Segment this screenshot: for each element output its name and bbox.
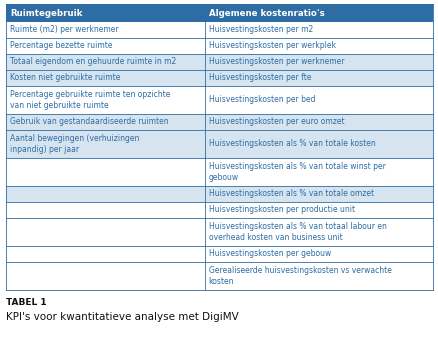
Text: Gerealiseerde huisvestingskosten vs verwachte
kosten: Gerealiseerde huisvestingskosten vs verw… bbox=[208, 266, 391, 286]
Text: Huisvestingskosten per werknemer: Huisvestingskosten per werknemer bbox=[208, 58, 343, 67]
Text: Percentage bezette ruimte: Percentage bezette ruimte bbox=[10, 42, 112, 51]
Text: Huisvestingskosten per euro omzet: Huisvestingskosten per euro omzet bbox=[208, 117, 343, 126]
Text: Aantal bewegingen (verhuizingen
inpandig) per jaar: Aantal bewegingen (verhuizingen inpandig… bbox=[10, 134, 139, 154]
Text: Huisvestingskosten per gebouw: Huisvestingskosten per gebouw bbox=[208, 250, 330, 258]
Text: Huisvestingskosten per productie unit: Huisvestingskosten per productie unit bbox=[208, 205, 354, 215]
Text: Percentage gebruikte ruimte ten opzichte
van niet gebruikte ruimte: Percentage gebruikte ruimte ten opzichte… bbox=[10, 90, 170, 110]
Text: Huisvestingskosten per bed: Huisvestingskosten per bed bbox=[208, 95, 314, 105]
Text: TABEL 1: TABEL 1 bbox=[6, 298, 46, 307]
Text: KPI's voor kwantitatieve analyse met DigiMV: KPI's voor kwantitatieve analyse met Dig… bbox=[6, 312, 238, 322]
Text: Huisvestingskosten per fte: Huisvestingskosten per fte bbox=[208, 73, 311, 83]
Text: Huisvestingskosten per m2: Huisvestingskosten per m2 bbox=[208, 26, 312, 35]
Text: Huisvestingskosten per werkplek: Huisvestingskosten per werkplek bbox=[208, 42, 335, 51]
Text: Ruimtegebruik: Ruimtegebruik bbox=[10, 9, 82, 17]
Text: Ruimte (m2) per werknemer: Ruimte (m2) per werknemer bbox=[10, 26, 118, 35]
Text: Huisvestingskosten als % van totaal labour en
overhead kosten van business unit: Huisvestingskosten als % van totaal labo… bbox=[208, 222, 385, 242]
Text: Huisvestingskosten als % van totale omzet: Huisvestingskosten als % van totale omze… bbox=[208, 189, 373, 199]
Text: Algemene kostenratio's: Algemene kostenratio's bbox=[208, 9, 324, 17]
Text: Gebruik van gestandaardiseerde ruimten: Gebruik van gestandaardiseerde ruimten bbox=[10, 117, 168, 126]
Text: Totaal eigendom en gehuurde ruimte in m2: Totaal eigendom en gehuurde ruimte in m2 bbox=[10, 58, 176, 67]
Text: Huisvestingskosten als % van totale kosten: Huisvestingskosten als % van totale kost… bbox=[208, 140, 374, 148]
Text: Kosten niet gebruikte ruimte: Kosten niet gebruikte ruimte bbox=[10, 73, 120, 83]
Text: Huisvestingskosten als % van totale winst per
gebouw: Huisvestingskosten als % van totale wins… bbox=[208, 162, 385, 182]
